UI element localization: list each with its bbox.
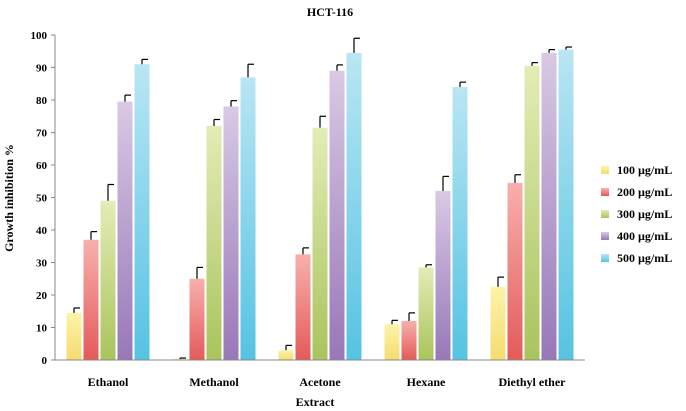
y-tick-label: 60 bbox=[36, 160, 48, 172]
legend-swatch bbox=[601, 188, 609, 196]
bar bbox=[189, 278, 205, 360]
x-axis-title: Extract bbox=[296, 395, 335, 409]
category-labels: Ethanol Methanol Acetone Hexane Diethyl ethe… bbox=[88, 375, 567, 389]
bar bbox=[223, 106, 239, 360]
y-tick-label: 20 bbox=[36, 290, 48, 302]
y-tick-label: 40 bbox=[36, 225, 48, 237]
y-tick-label: 50 bbox=[36, 193, 48, 205]
legend-swatch bbox=[601, 210, 609, 218]
bar bbox=[490, 286, 506, 360]
bar bbox=[507, 182, 523, 360]
bar bbox=[435, 191, 451, 360]
y-tick-label: 0 bbox=[42, 355, 48, 367]
legend-label: 500 µg/mL bbox=[617, 251, 672, 265]
y-tick-label: 80 bbox=[36, 95, 48, 107]
category-label: Acetone bbox=[299, 375, 341, 389]
chart-title: HCT-116 bbox=[307, 5, 353, 19]
y-tick-label: 70 bbox=[36, 128, 48, 140]
y-ticks: 0 10 20 30 40 50 60 70 80 90 100 bbox=[31, 30, 55, 367]
category-label: Hexane bbox=[407, 375, 446, 389]
bar bbox=[117, 101, 133, 360]
legend-label: 400 µg/mL bbox=[617, 229, 672, 243]
bar bbox=[558, 49, 574, 360]
bar bbox=[384, 324, 400, 360]
bar bbox=[524, 65, 540, 360]
legend-label: 200 µg/mL bbox=[617, 185, 672, 199]
bar bbox=[312, 127, 328, 360]
bar bbox=[329, 70, 345, 360]
category-label: Ethanol bbox=[88, 375, 129, 389]
legend-label: 300 µg/mL bbox=[617, 207, 672, 221]
bar bbox=[66, 312, 82, 360]
y-axis-title: Growth inhibition % bbox=[2, 144, 16, 252]
bar bbox=[240, 77, 256, 360]
bar bbox=[452, 87, 468, 360]
bar bbox=[401, 321, 417, 360]
bar bbox=[206, 126, 222, 360]
bars bbox=[66, 49, 574, 360]
bar bbox=[418, 267, 434, 360]
legend-swatch bbox=[601, 232, 609, 240]
category-label: Diethyl ether bbox=[499, 375, 567, 389]
bar bbox=[134, 64, 150, 360]
legend-swatch bbox=[601, 166, 609, 174]
bar bbox=[83, 239, 99, 360]
category-label: Methanol bbox=[189, 375, 239, 389]
error-bars bbox=[73, 37, 572, 360]
y-tick-label: 10 bbox=[36, 323, 48, 335]
bar bbox=[295, 254, 311, 360]
bar bbox=[278, 350, 294, 360]
y-tick-label: 90 bbox=[36, 63, 48, 75]
bar bbox=[541, 52, 557, 360]
legend: 100 µg/mL 200 µg/mL 300 µg/mL 400 µg/mL 500 … bbox=[601, 163, 672, 265]
legend-swatch bbox=[601, 254, 609, 262]
y-tick-label: 30 bbox=[36, 258, 48, 270]
y-tick-label: 100 bbox=[31, 30, 48, 42]
bar bbox=[346, 52, 362, 360]
bar bbox=[100, 200, 116, 360]
legend-label: 100 µg/mL bbox=[617, 163, 672, 177]
